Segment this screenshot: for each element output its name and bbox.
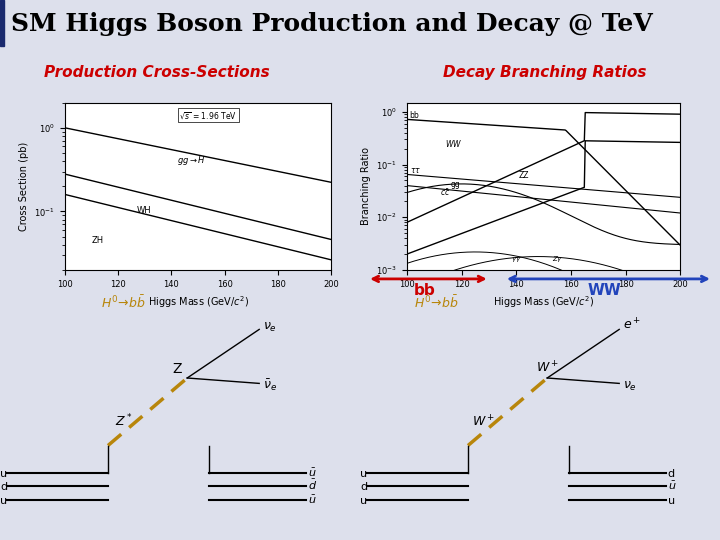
Text: Z: Z — [173, 362, 182, 376]
X-axis label: Higgs Mass (GeV/$c^2$): Higgs Mass (GeV/$c^2$) — [148, 294, 248, 310]
Text: $\tau\tau$: $\tau\tau$ — [410, 166, 420, 176]
Text: $\bar{u}$: $\bar{u}$ — [308, 467, 316, 478]
Text: u: u — [360, 496, 367, 505]
Text: WW: WW — [588, 283, 621, 298]
Text: $W^+$: $W^+$ — [536, 360, 559, 376]
Text: $\bar{d}$: $\bar{d}$ — [308, 478, 317, 492]
Text: $\nu_e$: $\nu_e$ — [623, 380, 636, 393]
Text: $gg\rightarrow H$: $gg\rightarrow H$ — [176, 154, 206, 167]
Y-axis label: Branching Ratio: Branching Ratio — [361, 147, 371, 225]
Text: $H^0\!\rightarrow\!b\bar{b}$: $H^0\!\rightarrow\!b\bar{b}$ — [414, 294, 459, 311]
Text: $\nu_e$: $\nu_e$ — [263, 320, 276, 334]
Text: gg: gg — [451, 180, 460, 189]
Text: u: u — [668, 496, 675, 505]
Text: $\bar{u}$: $\bar{u}$ — [308, 494, 316, 505]
Text: $Z\gamma$: $Z\gamma$ — [552, 254, 563, 264]
Text: $\bar{u}$: $\bar{u}$ — [668, 480, 676, 492]
Text: d: d — [668, 469, 675, 478]
Text: $\gamma\gamma$: $\gamma\gamma$ — [510, 255, 521, 264]
Text: Decay Branching Ratios: Decay Branching Ratios — [444, 65, 647, 80]
Text: u: u — [360, 469, 367, 478]
Text: $H^0\!\rightarrow\!b\bar{b}$: $H^0\!\rightarrow\!b\bar{b}$ — [101, 294, 145, 311]
Text: d: d — [0, 482, 7, 492]
Text: $\sqrt{s}$ = 1.96 TeV: $\sqrt{s}$ = 1.96 TeV — [179, 110, 237, 120]
Bar — [0, 0, 4, 46]
X-axis label: Higgs Mass (GeV/$c^2$): Higgs Mass (GeV/$c^2$) — [493, 294, 594, 310]
Text: SM Higgs Boson Production and Decay @ TeV: SM Higgs Boson Production and Decay @ Te… — [11, 12, 652, 36]
Text: Production Cross-Sections: Production Cross-Sections — [44, 65, 270, 80]
Text: d: d — [360, 482, 367, 492]
Text: ZZ: ZZ — [519, 171, 529, 180]
Text: $\bar{\nu}_e$: $\bar{\nu}_e$ — [263, 377, 277, 393]
Text: $c\bar{c}$: $c\bar{c}$ — [440, 187, 450, 198]
Text: bb: bb — [410, 111, 419, 120]
Text: ZH: ZH — [91, 236, 104, 245]
Y-axis label: Cross Section (pb): Cross Section (pb) — [19, 141, 29, 231]
Text: WH: WH — [137, 206, 151, 215]
Text: $W^+$: $W^+$ — [472, 414, 495, 430]
Text: $e^+$: $e^+$ — [623, 317, 641, 333]
Text: u: u — [0, 496, 7, 505]
Text: bb: bb — [414, 283, 436, 298]
Text: $WW$: $WW$ — [445, 138, 462, 148]
Text: $Z^*$: $Z^*$ — [115, 413, 132, 430]
Text: u: u — [0, 469, 7, 478]
